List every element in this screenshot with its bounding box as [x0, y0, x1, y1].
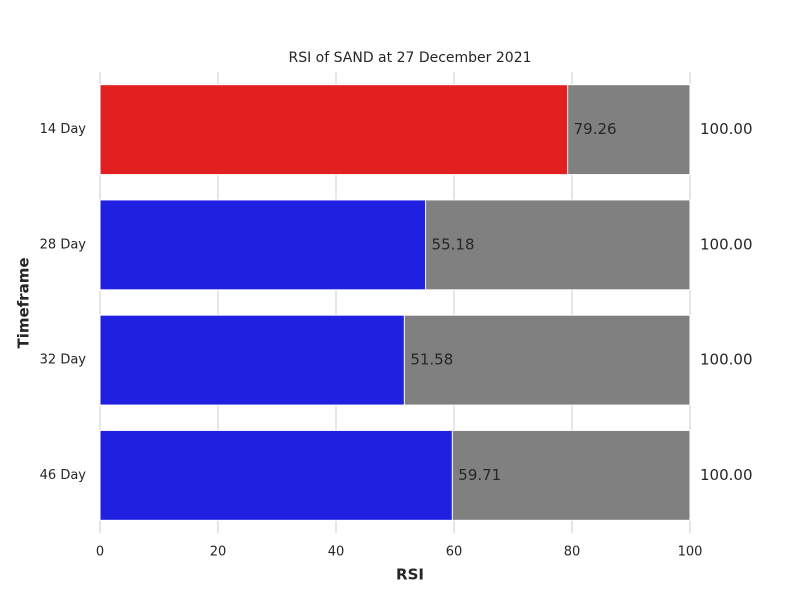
x-tick-label: 20 [210, 545, 227, 560]
value-label: 55.18 [432, 235, 475, 253]
x-tick-label: 60 [446, 545, 463, 560]
bar [99, 429, 453, 521]
bar [99, 199, 427, 291]
x-tick-label: 40 [328, 545, 345, 560]
x-axis-label: RSI [396, 566, 424, 584]
value-label: 100.00 [700, 351, 753, 369]
y-tick-label: 32 Day [40, 353, 87, 368]
x-tick-label: 100 [678, 545, 703, 560]
chart-title: RSI of SAND at 27 December 2021 [288, 50, 531, 66]
x-tick-label: 0 [96, 545, 104, 560]
y-tick-label: 46 Day [40, 468, 87, 483]
bar [99, 84, 569, 176]
value-label: 59.71 [458, 466, 501, 484]
y-tick-label: 28 Day [40, 237, 87, 252]
y-tick-label: 14 Day [40, 122, 87, 137]
value-label: 100.00 [700, 235, 753, 253]
bar [99, 314, 405, 406]
value-label: 100.00 [700, 466, 753, 484]
value-label: 79.26 [574, 120, 617, 138]
value-label: 51.58 [410, 351, 453, 369]
x-tick-label: 80 [564, 545, 581, 560]
value-label: 100.00 [700, 120, 753, 138]
y-axis-label: Timeframe [15, 257, 33, 348]
